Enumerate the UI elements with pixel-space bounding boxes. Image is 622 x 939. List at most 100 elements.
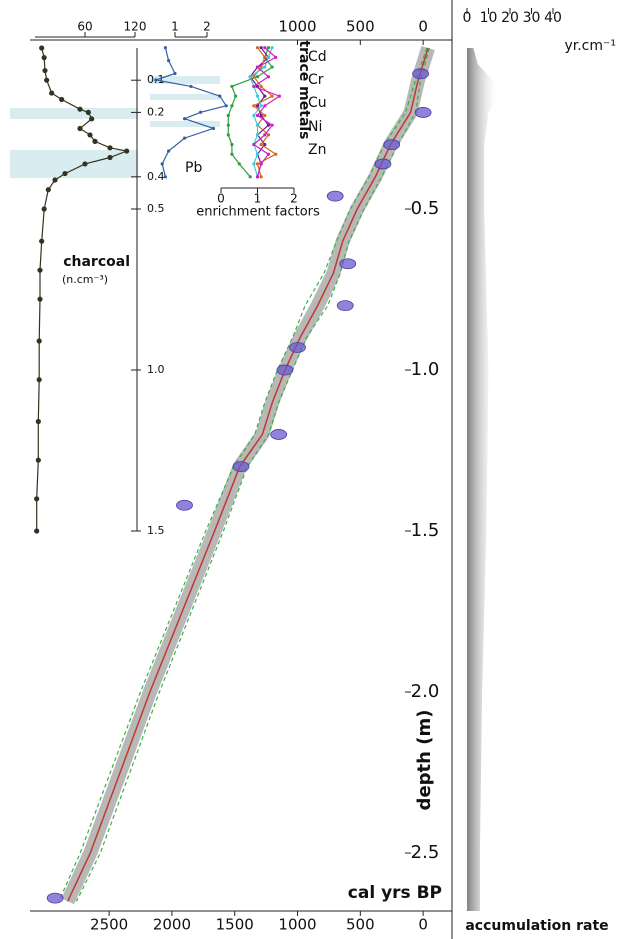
trace-x-label: enrichment factors bbox=[196, 205, 320, 220]
series-point bbox=[89, 116, 95, 122]
series-point bbox=[263, 46, 267, 50]
series-point bbox=[252, 75, 256, 79]
x-tick-label: 30 bbox=[523, 10, 541, 26]
series-point bbox=[263, 55, 267, 59]
series-point bbox=[270, 94, 274, 98]
series-point bbox=[49, 90, 55, 96]
x-tick-label: 1 bbox=[171, 20, 179, 34]
x-tick-label: 1000 bbox=[278, 18, 316, 36]
series-point bbox=[199, 110, 203, 114]
series-point bbox=[39, 45, 45, 51]
series-point bbox=[226, 113, 230, 118]
x-tick-label: 40 bbox=[544, 10, 562, 26]
series-point bbox=[255, 123, 260, 127]
date-marker bbox=[289, 342, 306, 353]
date-marker bbox=[383, 139, 401, 151]
series-label: Cu bbox=[308, 95, 327, 111]
series-point bbox=[154, 78, 158, 82]
x-tick-label: 20 bbox=[501, 10, 519, 26]
series-point bbox=[270, 123, 274, 127]
series-point bbox=[37, 267, 43, 273]
series-point bbox=[255, 133, 260, 137]
series-point bbox=[218, 94, 222, 98]
series-point bbox=[255, 162, 260, 166]
series-point bbox=[230, 104, 234, 108]
series-point bbox=[230, 152, 234, 156]
series-point bbox=[183, 117, 187, 121]
date-marker bbox=[412, 68, 430, 80]
series-point bbox=[277, 94, 281, 98]
series-point bbox=[237, 162, 241, 166]
series-line bbox=[252, 47, 281, 177]
x-tick-label: 120 bbox=[124, 20, 147, 34]
series-point bbox=[224, 104, 228, 108]
date-marker bbox=[276, 364, 294, 376]
highlight-band bbox=[10, 108, 138, 119]
date-marker bbox=[374, 158, 392, 170]
series-point bbox=[167, 149, 171, 153]
y-tick-label: 2.5 bbox=[411, 842, 440, 863]
series-point bbox=[41, 206, 47, 212]
series-point bbox=[259, 46, 263, 50]
y-tick-label: 0.5 bbox=[147, 202, 165, 215]
date-marker bbox=[326, 190, 344, 202]
series-point bbox=[92, 138, 98, 144]
y-tick-label: 2.0 bbox=[411, 681, 440, 702]
series-line bbox=[67, 47, 429, 902]
y-tick-label: 1.5 bbox=[411, 520, 440, 541]
x-tick-label: 1000 bbox=[278, 916, 316, 934]
accumulation-unit: yr.cm⁻¹ bbox=[564, 38, 616, 54]
series-point bbox=[259, 113, 263, 118]
series-point bbox=[270, 46, 274, 50]
series-line bbox=[58, 47, 428, 902]
series-point bbox=[62, 170, 68, 177]
highlight-band bbox=[150, 121, 220, 127]
series-point bbox=[34, 528, 40, 534]
date-marker bbox=[176, 499, 193, 511]
series-point bbox=[44, 77, 50, 83]
x-tick-label: 2 bbox=[290, 192, 298, 206]
series-point bbox=[160, 162, 164, 166]
accumulation-area bbox=[467, 48, 500, 911]
series-point bbox=[263, 104, 267, 108]
x-tick-label: 1 bbox=[254, 192, 262, 206]
series-point bbox=[255, 94, 260, 98]
series-point bbox=[189, 84, 193, 89]
series-point bbox=[230, 84, 234, 89]
x-tick-label: 10 bbox=[480, 10, 498, 26]
series-point bbox=[39, 238, 45, 244]
charcoal-unit: (n.cm⁻³) bbox=[62, 273, 108, 286]
series-point bbox=[163, 46, 167, 50]
series-point bbox=[42, 67, 48, 74]
date-marker bbox=[339, 258, 357, 270]
series-point bbox=[107, 154, 113, 161]
series-line bbox=[227, 47, 273, 178]
series-point bbox=[36, 338, 42, 344]
series-point bbox=[252, 113, 256, 118]
main-x-label: cal yrs BP bbox=[348, 883, 442, 903]
date-marker bbox=[46, 892, 64, 904]
date-marker bbox=[414, 107, 432, 118]
series-point bbox=[274, 55, 278, 59]
series-point bbox=[77, 106, 83, 112]
main-y-label: depth (m) bbox=[414, 710, 435, 811]
series-point bbox=[266, 75, 271, 79]
series-point bbox=[255, 175, 260, 179]
series-point bbox=[252, 162, 256, 166]
series-point bbox=[263, 142, 267, 147]
charcoal-title: charcoal bbox=[63, 254, 130, 270]
series-point bbox=[107, 145, 113, 151]
series-point bbox=[259, 142, 263, 147]
series-point bbox=[248, 75, 252, 79]
series-point bbox=[263, 113, 267, 118]
series-point bbox=[266, 152, 271, 156]
x-tick-label: 60 bbox=[77, 20, 92, 34]
date-marker bbox=[270, 429, 288, 440]
series-point bbox=[252, 142, 256, 147]
date-marker bbox=[232, 461, 250, 473]
y-tick-label: 1.5 bbox=[147, 524, 165, 537]
series-label: Pb bbox=[185, 160, 202, 176]
series-point bbox=[266, 133, 271, 137]
y-tick-label: 0.4 bbox=[147, 170, 165, 183]
